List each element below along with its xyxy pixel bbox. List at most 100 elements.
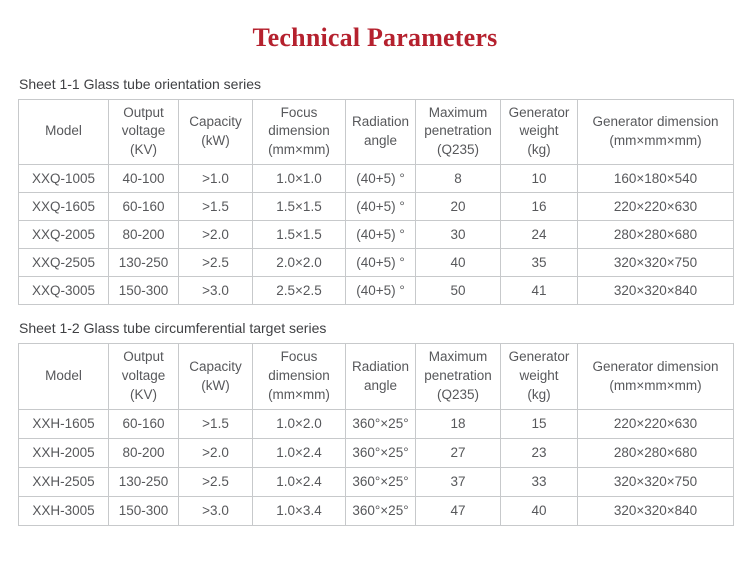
table-cell: 27	[415, 437, 501, 468]
table-cell: 30	[415, 220, 501, 250]
table-cell: 1.0×2.4	[252, 466, 346, 497]
table-cell: 360°×25°	[345, 466, 416, 497]
document-page: Technical Parameters Sheet 1-1 Glass tub…	[0, 23, 750, 526]
table-cell: 220×220×630	[577, 408, 734, 439]
table-cell: >1.0	[178, 164, 253, 194]
table-caption-sheet-1-1: Sheet 1-1 Glass tube orientation series	[19, 75, 262, 92]
table-cell: 50	[415, 276, 501, 306]
table-cell: 280×280×680	[577, 220, 734, 250]
table-cell: 40	[415, 248, 501, 278]
column-header: Generator dimension (mm×mm×mm)	[577, 98, 734, 166]
table-cell: 1.0×2.4	[252, 437, 346, 468]
table-cell: 150-300	[108, 495, 179, 526]
column-header: Radiation angle	[345, 98, 416, 166]
table-cell: 1.0×2.0	[252, 408, 346, 439]
table-row: XXQ-1605 60-160 >1.5 1.5×1.5 (40+5) ° 20 16 220…	[18, 192, 734, 222]
table-cell: 16	[500, 192, 578, 222]
glass-tube-orientation-table: Model Output voltage (KV) Capacity (kW) Foc…	[18, 98, 734, 306]
table-row: XXH-3005 150-300 >3.0 1.0×3.4 360°×25° 47 40 32…	[18, 495, 734, 526]
table-cell: 24	[500, 220, 578, 250]
table-cell: 41	[500, 276, 578, 306]
table-cell: 35	[500, 248, 578, 278]
table-cell: >3.0	[178, 495, 253, 526]
column-header: Capacity (kW)	[178, 343, 253, 410]
table-row: XXH-2005 80-200 >2.0 1.0×2.4 360°×25° 27 23 280…	[18, 437, 734, 468]
table-cell: 80-200	[108, 220, 179, 250]
column-header: Focus dimension (mm×mm)	[252, 98, 346, 166]
table-cell: >2.5	[178, 248, 253, 278]
table-cell: 360°×25°	[345, 437, 416, 468]
table-cell: >1.5	[178, 408, 253, 439]
table-cell: >2.0	[178, 437, 253, 468]
table-cell: 150-300	[108, 276, 179, 306]
table-cell: 15	[500, 408, 578, 439]
table-cell: XXQ-2005	[18, 220, 109, 250]
column-header: Focus dimension (mm×mm)	[252, 343, 346, 410]
table-cell: 1.5×1.5	[252, 192, 346, 222]
table-cell: 320×320×840	[577, 495, 734, 526]
column-header: Generator weight (kg)	[500, 343, 578, 410]
table-row: XXQ-2505 130-250 >2.5 2.0×2.0 (40+5) ° 40 35 32…	[18, 248, 734, 278]
table-cell: >2.5	[178, 466, 253, 497]
table-cell: 8	[415, 164, 501, 194]
column-header: Model	[18, 343, 109, 410]
table-cell: 40	[500, 495, 578, 526]
column-header: Model	[18, 98, 109, 166]
table-row: XXQ-1005 40-100 >1.0 1.0×1.0 (40+5) ° 8 10 160×…	[18, 164, 734, 194]
column-header: Output voltage (KV)	[108, 343, 179, 410]
table-cell: 10	[500, 164, 578, 194]
table-cell: 360°×25°	[345, 495, 416, 526]
table-cell: (40+5) °	[345, 164, 416, 194]
table-cell: 18	[415, 408, 501, 439]
column-header: Radiation angle	[345, 343, 416, 410]
table-cell: 1.0×1.0	[252, 164, 346, 194]
table-cell: 220×220×630	[577, 192, 734, 222]
table-cell: 320×320×840	[577, 276, 734, 306]
table-row: XXQ-3005 150-300 >3.0 2.5×2.5 (40+5) ° 50 41 32…	[18, 276, 734, 306]
table-cell: 280×280×680	[577, 437, 734, 468]
table-cell: 130-250	[108, 466, 179, 497]
table-cell: XXQ-1005	[18, 164, 109, 194]
table-cell: 80-200	[108, 437, 179, 468]
table-cell: 320×320×750	[577, 248, 734, 278]
table-cell: (40+5) °	[345, 248, 416, 278]
column-header: Generator dimension (mm×mm×mm)	[577, 343, 734, 410]
table-cell: XXQ-3005	[18, 276, 109, 306]
table-cell: 130-250	[108, 248, 179, 278]
table-cell: 23	[500, 437, 578, 468]
table-cell: XXH-1605	[18, 408, 109, 439]
table-cell: XXH-2505	[18, 466, 109, 497]
table-cell: XXQ-1605	[18, 192, 109, 222]
table-cell: (40+5) °	[345, 192, 416, 222]
table-cell: 20	[415, 192, 501, 222]
table-cell: 37	[415, 466, 501, 497]
table-cell: 47	[415, 495, 501, 526]
column-header: Maximum penetration (Q235)	[415, 98, 501, 166]
header-row: Model Output voltage (KV) Capacity (kW) Foc…	[18, 343, 734, 410]
table-cell: 60-160	[108, 192, 179, 222]
table-cell: 60-160	[108, 408, 179, 439]
table-cell: XXH-2005	[18, 437, 109, 468]
table-cell: 2.5×2.5	[252, 276, 346, 306]
table-cell: 2.0×2.0	[252, 248, 346, 278]
glass-tube-circumferential-table: Model Output voltage (KV) Capacity (kW) Foc…	[18, 343, 734, 526]
table-cell: 320×320×750	[577, 466, 734, 497]
table-cell: >2.0	[178, 220, 253, 250]
table-row: XXH-1605 60-160 >1.5 1.0×2.0 360°×25° 18 15 220…	[18, 408, 734, 439]
table-cell: 160×180×540	[577, 164, 734, 194]
page-title: Technical Parameters	[252, 23, 498, 52]
table-row: XXH-2505 130-250 >2.5 1.0×2.4 360°×25° 37 33 32…	[18, 466, 734, 497]
table-cell: (40+5) °	[345, 220, 416, 250]
table-cell: XXQ-2505	[18, 248, 109, 278]
table-cell: >3.0	[178, 276, 253, 306]
column-header: Output voltage (KV)	[108, 98, 179, 166]
header-row: Model Output voltage (KV) Capacity (kW) Foc…	[18, 98, 734, 166]
table-cell: >1.5	[178, 192, 253, 222]
table-cell: 33	[500, 466, 578, 497]
table-caption-sheet-1-2: Sheet 1-2 Glass tube circumferential tar…	[19, 320, 327, 337]
table-cell: XXH-3005	[18, 495, 109, 526]
table-cell: 1.0×3.4	[252, 495, 346, 526]
column-header: Maximum penetration (Q235)	[415, 343, 501, 410]
table-cell: 360°×25°	[345, 408, 416, 439]
column-header: Capacity (kW)	[178, 98, 253, 166]
